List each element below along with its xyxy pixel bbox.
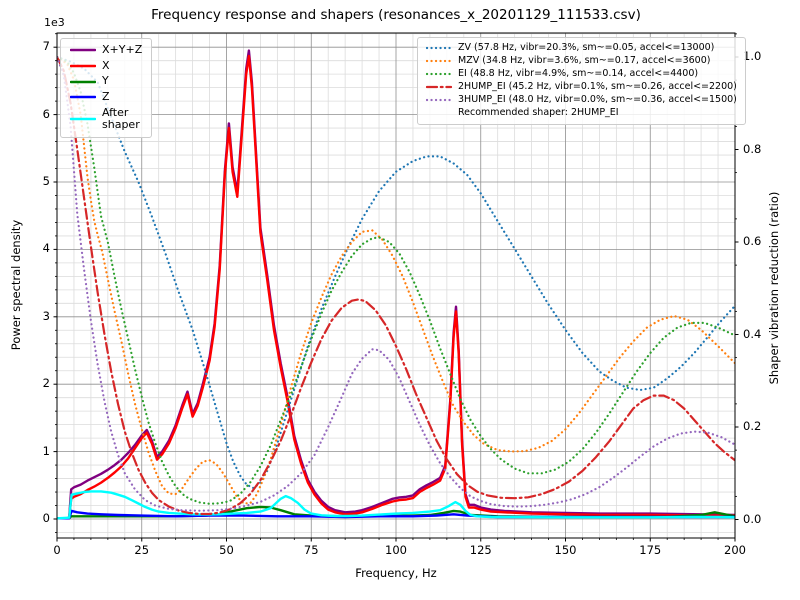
- legend-line-sample: [426, 86, 452, 89]
- y-right-tick-label: 0.2: [743, 419, 762, 433]
- series-2hump_ei: [57, 55, 735, 516]
- legend-item-after-shaper: After shaper: [70, 105, 142, 132]
- legend-line-sample: [70, 95, 96, 99]
- legend-item-x: X: [70, 58, 142, 73]
- legend-item-zv: ZV (57.8 Hz, vibr=20.3%, sm~=0.05, accel…: [426, 42, 737, 54]
- x-tick-label: 25: [134, 543, 150, 557]
- y-left-tick-label: 7: [42, 39, 50, 54]
- legend-item-label: ZV (57.8 Hz, vibr=20.3%, sm~=0.05, accel…: [458, 42, 715, 53]
- y-right-tick-label: 1.0: [743, 49, 762, 63]
- legend-item-label: After shaper: [102, 105, 140, 132]
- legend-line-sample: [70, 117, 96, 121]
- legend-line-sample: [70, 49, 96, 52]
- y-right-tick-label: 0.8: [743, 141, 762, 156]
- y-left-tick-label: 0: [42, 511, 50, 525]
- legend-item-label: Y: [102, 74, 109, 88]
- legend-line-sample: [426, 47, 452, 50]
- x-tick-label: 150: [554, 543, 577, 557]
- legend-item-2hump_ei: 2HUMP_EI (45.2 Hz, vibr=0.1%, sm~=0.26, …: [426, 80, 737, 93]
- legend-line-sample: [426, 73, 452, 76]
- y-left-tick-label: 6: [42, 106, 50, 121]
- legend-recommended-row: Recommended shaper: 2HUMP_EI: [426, 106, 737, 119]
- legend-line-sample: [426, 99, 452, 102]
- series-after-shaper: [57, 490, 735, 520]
- legend-item-3hump_ei: 3HUMP_EI (48.0 Hz, vibr=0.0%, sm~=0.36, …: [426, 93, 737, 106]
- recommended-shaper-note: Recommended shaper: 2HUMP_EI: [458, 106, 619, 118]
- legend-item-x+y+z: X+Y+Z: [70, 43, 143, 57]
- legend-item-label: EI (48.8 Hz, vibr=4.9%, sm~=0.14, accel<…: [458, 67, 699, 79]
- y-left-tick-label: 5: [42, 174, 50, 188]
- legend-line-sample: [70, 64, 96, 68]
- y-left-tick-label: 3: [42, 308, 50, 323]
- legend-item-z: Z: [70, 89, 142, 104]
- y-right-tick-label: 0.4: [743, 326, 762, 341]
- y-left-tick-label: 1: [42, 443, 50, 458]
- y-left-axis-label: Power spectral density: [9, 219, 23, 351]
- legend-item-y: Y: [70, 75, 142, 88]
- legend-item-label: X+Y+Z: [102, 43, 143, 56]
- chart-title: Frequency response and shapers (resonanc…: [151, 7, 641, 23]
- x-tick-label: 75: [303, 543, 319, 557]
- legend-psd: X+Y+Z X Y Z After shaper: [60, 38, 153, 138]
- x-tick-label: 175: [639, 543, 662, 557]
- legend-item-ei: EI (48.8 Hz, vibr=4.9%, sm~=0.14, accel<…: [426, 67, 737, 80]
- legend-item-label: 3HUMP_EI (48.0 Hz, vibr=0.0%, sm~=0.36, …: [458, 93, 737, 105]
- y-right-tick-label: 0.0: [743, 511, 762, 526]
- y-right-axis-label: Shaper vibration reduction (ratio): [767, 191, 781, 385]
- y-axis-offset-label: 1e3: [44, 16, 65, 29]
- x-tick-label: 200: [724, 543, 746, 557]
- x-tick-label: 0: [53, 543, 61, 557]
- legend-shapers: ZV (57.8 Hz, vibr=20.3%, sm~=0.05, accel…: [417, 37, 746, 125]
- legend-item-label: 2HUMP_EI (45.2 Hz, vibr=0.1%, sm~=0.26, …: [458, 80, 737, 92]
- legend-item-label: MZV (34.8 Hz, vibr=3.6%, sm~=0.17, accel…: [458, 54, 711, 66]
- legend-line-sample: [70, 80, 96, 83]
- series-mzv: [57, 55, 735, 505]
- legend-item-mzv: MZV (34.8 Hz, vibr=3.6%, sm~=0.17, accel…: [426, 54, 737, 67]
- x-tick-label: 50: [219, 543, 234, 557]
- legend-item-label: Z: [102, 89, 110, 103]
- legend-line-sample: [426, 60, 452, 63]
- y-right-tick-label: 0.6: [743, 234, 762, 248]
- x-tick-label: 125: [469, 543, 492, 557]
- y-left-tick-label: 2: [42, 376, 50, 391]
- y-left-tick-label: 4: [42, 241, 50, 256]
- legend-item-label: X: [102, 58, 110, 72]
- x-tick-label: 100: [385, 543, 407, 557]
- series-ei: [57, 55, 735, 505]
- x-axis-label: Frequency, Hz: [355, 566, 437, 580]
- series-x: [57, 54, 735, 520]
